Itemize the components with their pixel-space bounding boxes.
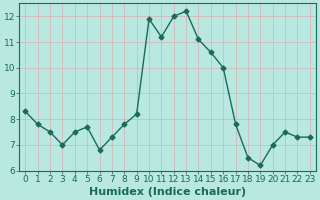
X-axis label: Humidex (Indice chaleur): Humidex (Indice chaleur) xyxy=(89,187,246,197)
